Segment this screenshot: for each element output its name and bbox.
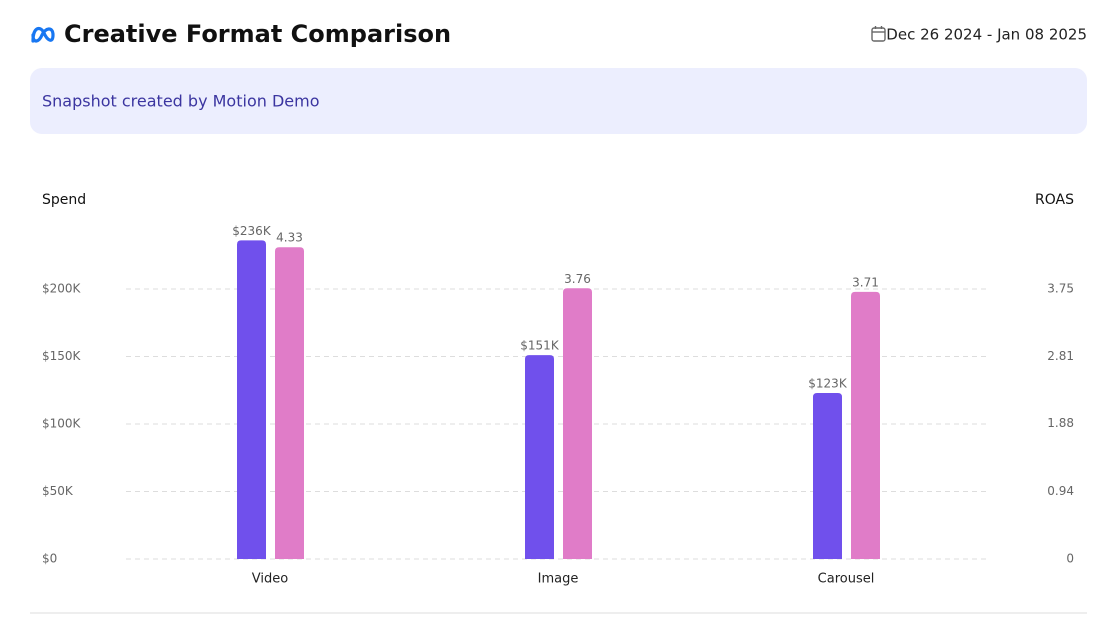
y2-tick-label: 0.94 — [1047, 484, 1074, 498]
meta-logo — [31, 26, 55, 43]
y-axis-label: Spend — [42, 192, 86, 208]
bar — [851, 291, 880, 559]
bar — [237, 240, 266, 559]
bar — [275, 247, 304, 560]
y2-tick-label: 2.81 — [1047, 349, 1074, 363]
value-label: 3.76 — [564, 272, 591, 286]
banner — [30, 68, 1087, 134]
date-range[interactable]: Dec 26 2024 - Jan 08 2025 — [886, 26, 1087, 44]
value-label: 4.33 — [276, 231, 303, 245]
value-label: $151K — [520, 339, 560, 353]
y2-tick-label: 3.75 — [1047, 282, 1074, 296]
y2-tick-label: 0 — [1066, 552, 1074, 566]
y-tick-label: $0 — [42, 552, 57, 566]
y2-axis-label: ROAS — [1035, 192, 1074, 208]
banner-text: Snapshot created by Motion Demo — [42, 92, 320, 111]
x-tick-label: Image — [538, 572, 579, 587]
value-label: $123K — [808, 376, 848, 390]
value-label: 3.71 — [852, 275, 879, 289]
y-tick-label: $100K — [42, 417, 82, 431]
x-tick-label: Carousel — [818, 572, 875, 587]
page-title: Creative Format Comparison — [64, 20, 451, 48]
y2-tick-label: 1.88 — [1047, 416, 1074, 430]
bar — [525, 355, 554, 559]
bar — [563, 288, 592, 559]
y-tick-label: $150K — [42, 349, 82, 363]
y-tick-label: $200K — [42, 282, 82, 296]
calendar-icon — [871, 26, 886, 42]
bar — [813, 392, 842, 559]
x-tick-label: Video — [252, 572, 288, 587]
y-tick-label: $50K — [42, 484, 74, 498]
value-label: $236K — [232, 224, 272, 238]
